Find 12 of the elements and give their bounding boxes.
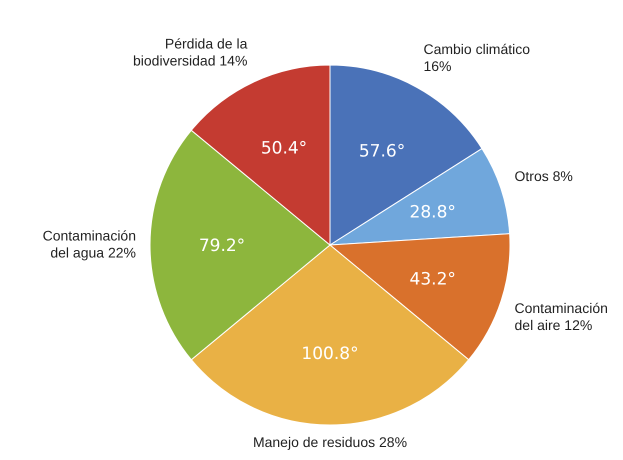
data-label: 57.6° <box>358 141 406 162</box>
data-label: 43.2° <box>410 269 456 290</box>
slice-label: Contaminación del aire 12% <box>514 300 608 333</box>
data-label: 100.8° <box>301 344 359 364</box>
slice-label: Pérdida de la biodiversidad 14% <box>132 35 248 68</box>
slice-label: Cambio climático 16% <box>423 40 530 74</box>
data-label: 79.2° <box>198 236 246 256</box>
slice-label: Manejo de residuos 28% <box>252 434 408 450</box>
slice-label: Otros 8% <box>514 168 573 184</box>
data-label: 28.8° <box>410 202 456 223</box>
slice-label: Contaminación del agua 22% <box>42 228 136 260</box>
data-label: 50.4° <box>260 138 308 158</box>
